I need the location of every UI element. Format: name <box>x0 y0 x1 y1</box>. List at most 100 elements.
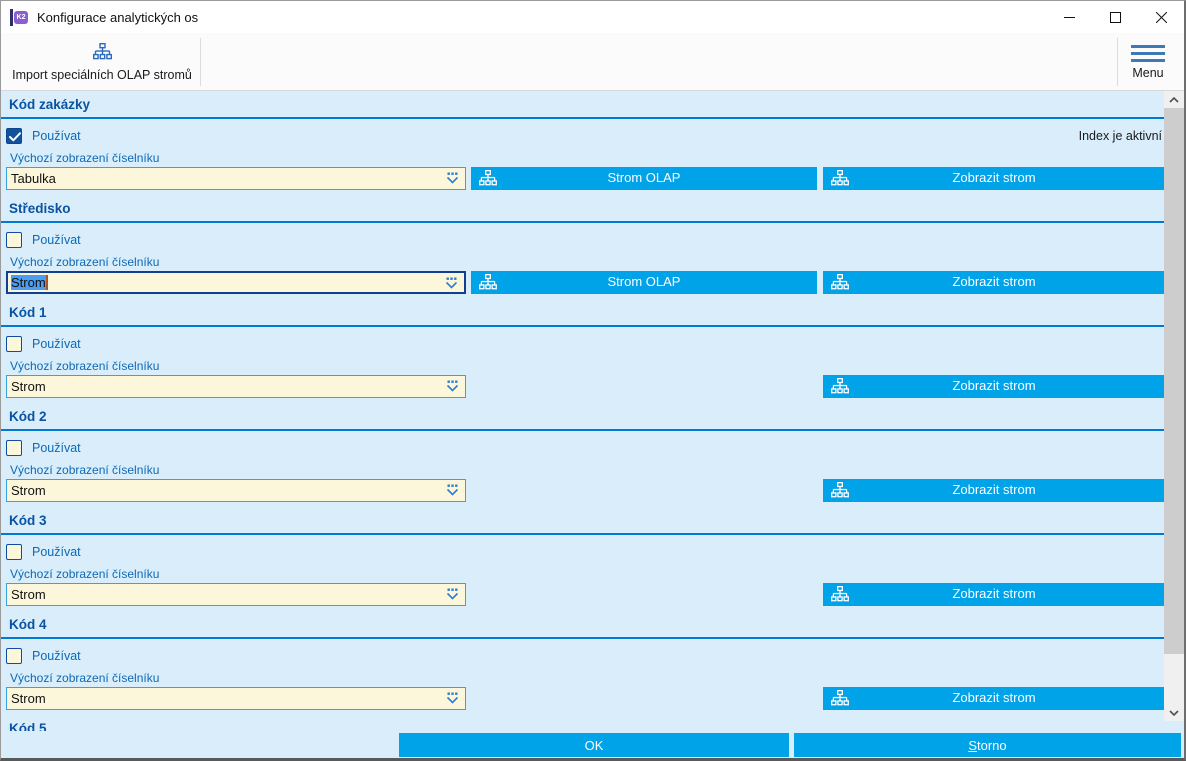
window-title: Konfigurace analytických os <box>37 9 199 25</box>
combo-dropdown-icon[interactable] <box>444 276 459 296</box>
zobrazit-strom-button[interactable]: Zobrazit strom <box>823 583 1165 606</box>
axis-section: Kód 2 Používat Výchozí zobrazení číselní… <box>1 408 1184 512</box>
scroll-up-arrow-icon[interactable] <box>1164 91 1184 108</box>
use-checkbox-row[interactable]: Používat <box>6 647 81 664</box>
section-divider <box>1 533 1164 535</box>
section-title: Kód 3 <box>9 513 47 528</box>
section-title: Středisko <box>9 201 71 216</box>
org-tree-icon <box>831 689 849 709</box>
k2-logo-icon: K2 <box>10 8 28 26</box>
strom-olap-label: Strom OLAP <box>607 170 681 185</box>
use-checkbox[interactable] <box>6 647 22 664</box>
default-view-label: Výchozí zobrazení číselníku <box>10 567 160 581</box>
combo-dropdown-icon[interactable] <box>445 379 460 399</box>
use-checkbox-row[interactable]: Používat <box>6 543 81 560</box>
axis-section: Kód 3 Používat Výchozí zobrazení číselní… <box>1 512 1184 616</box>
use-checkbox[interactable] <box>6 127 22 144</box>
index-active-note: Index je aktivní <box>1078 129 1162 143</box>
menu-label: Menu <box>1132 65 1164 80</box>
combobox-value: Strom <box>11 691 46 706</box>
hamburger-icon <box>1131 44 1165 62</box>
zobrazit-strom-button[interactable]: Zobrazit strom <box>823 375 1165 398</box>
default-view-label: Výchozí zobrazení číselníku <box>10 463 160 477</box>
zobrazit-strom-button[interactable]: Zobrazit strom <box>823 167 1165 190</box>
section-divider <box>1 637 1164 639</box>
combo-dropdown-icon[interactable] <box>445 691 460 711</box>
section-divider <box>1 117 1164 119</box>
import-olap-trees-label: Import speciálních OLAP stromů <box>12 67 192 82</box>
footer-bar: OK Storno <box>1 731 1184 758</box>
default-view-combobox[interactable]: Strom <box>6 375 466 398</box>
use-checkbox[interactable] <box>6 543 22 560</box>
combobox-value: Strom <box>11 587 46 602</box>
strom-olap-button[interactable]: Strom OLAP <box>471 271 817 294</box>
default-view-combobox[interactable]: Strom <box>6 687 466 710</box>
use-checkbox-row[interactable]: Používat <box>6 127 81 144</box>
section-title: Kód zakázky <box>9 97 91 112</box>
use-checkbox-label: Používat <box>32 544 81 559</box>
default-view-label: Výchozí zobrazení číselníku <box>10 359 160 373</box>
use-checkbox[interactable] <box>6 335 22 352</box>
close-button[interactable] <box>1138 1 1184 33</box>
combo-dropdown-icon[interactable] <box>445 171 460 191</box>
use-checkbox[interactable] <box>6 439 22 456</box>
use-checkbox-row[interactable]: Používat <box>6 439 81 456</box>
use-checkbox[interactable] <box>6 231 22 248</box>
titlebar: K2 Konfigurace analytických os <box>1 1 1184 33</box>
org-tree-icon <box>479 169 497 189</box>
strom-olap-label: Strom OLAP <box>607 274 681 289</box>
ok-label: OK <box>584 737 604 753</box>
default-view-label: Výchozí zobrazení číselníku <box>10 151 160 165</box>
scrollbar-thumb[interactable] <box>1164 108 1184 654</box>
use-checkbox-label: Používat <box>32 440 81 455</box>
combo-dropdown-icon[interactable] <box>445 483 460 503</box>
use-checkbox-row[interactable]: Používat <box>6 231 81 248</box>
strom-olap-button[interactable]: Strom OLAP <box>471 167 817 190</box>
toolbar-separator <box>1117 38 1118 86</box>
org-tree-icon <box>831 169 849 189</box>
maximize-button[interactable] <box>1092 1 1138 33</box>
zobrazit-strom-label: Zobrazit strom <box>952 586 1036 601</box>
combobox-value: Strom <box>11 379 46 394</box>
minimize-button[interactable] <box>1046 1 1092 33</box>
ok-button[interactable]: OK <box>399 733 789 757</box>
combobox-value: Strom <box>11 483 46 498</box>
axis-section: Kód 5 <box>1 720 1184 731</box>
default-view-label: Výchozí zobrazení číselníku <box>10 255 160 269</box>
menu-button[interactable]: Menu <box>1120 36 1176 88</box>
toolbar-separator <box>200 38 201 86</box>
import-olap-trees-button[interactable]: Import speciálních OLAP stromů <box>5 36 199 88</box>
section-divider <box>1 221 1164 223</box>
zobrazit-strom-label: Zobrazit strom <box>952 274 1036 289</box>
axis-section: Středisko Používat Výchozí zobrazení čís… <box>1 200 1184 304</box>
combobox-value: Tabulka <box>11 171 56 186</box>
section-title: Kód 4 <box>9 617 47 632</box>
default-view-combobox[interactable]: Tabulka <box>6 167 466 190</box>
use-checkbox-label: Používat <box>32 128 81 143</box>
combo-dropdown-icon[interactable] <box>445 587 460 607</box>
zobrazit-strom-label: Zobrazit strom <box>952 378 1036 393</box>
use-checkbox-label: Používat <box>32 336 81 351</box>
default-view-combobox[interactable]: Strom <box>6 583 466 606</box>
toolbar: Import speciálních OLAP stromů Menu <box>1 33 1184 91</box>
zobrazit-strom-button[interactable]: Zobrazit strom <box>823 687 1165 710</box>
section-divider <box>1 429 1164 431</box>
default-view-combobox[interactable]: Strom <box>6 479 466 502</box>
section-title: Kód 2 <box>9 409 47 424</box>
org-tree-icon <box>831 377 849 397</box>
axis-section: Kód 4 Používat Výchozí zobrazení číselní… <box>1 616 1184 720</box>
text-caret <box>45 275 48 290</box>
scroll-down-arrow-icon[interactable] <box>1164 704 1184 721</box>
zobrazit-strom-button[interactable]: Zobrazit strom <box>823 479 1165 502</box>
org-tree-icon <box>831 585 849 605</box>
combobox-value: Strom <box>11 275 46 290</box>
default-view-label: Výchozí zobrazení číselníku <box>10 671 160 685</box>
vertical-scrollbar[interactable] <box>1164 91 1184 721</box>
storno-label: Storno <box>968 737 1007 753</box>
axis-section: Kód zakázky Používat Index je aktivní Vý… <box>1 96 1184 200</box>
use-checkbox-row[interactable]: Používat <box>6 335 81 352</box>
storno-button[interactable]: Storno <box>794 733 1181 757</box>
default-view-combobox[interactable]: Strom <box>6 271 466 294</box>
zobrazit-strom-button[interactable]: Zobrazit strom <box>823 271 1165 294</box>
